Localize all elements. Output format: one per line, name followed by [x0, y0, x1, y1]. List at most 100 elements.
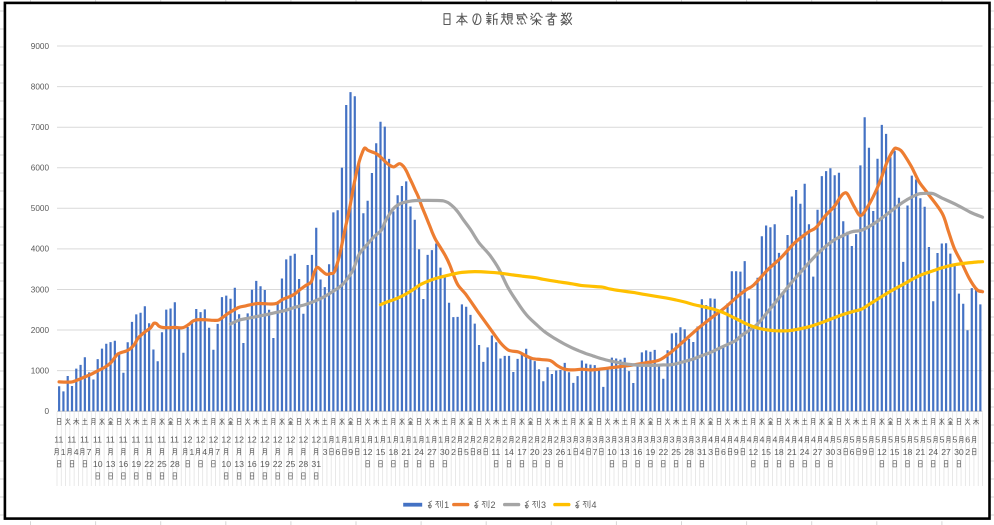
svg-text:4: 4 — [811, 435, 816, 445]
svg-text:3: 3 — [593, 435, 598, 445]
svg-text:24: 24 — [800, 447, 810, 457]
svg-text:9000: 9000 — [31, 42, 50, 51]
svg-text:2: 2 — [477, 435, 482, 445]
svg-text:4: 4 — [74, 447, 79, 457]
svg-text:3: 3 — [541, 500, 546, 510]
svg-text:12: 12 — [234, 435, 244, 445]
svg-text:2: 2 — [451, 435, 456, 445]
svg-text:28: 28 — [170, 459, 180, 469]
svg-text:27: 27 — [941, 447, 951, 457]
svg-text:18: 18 — [903, 447, 913, 457]
svg-text:3: 3 — [618, 435, 623, 445]
svg-text:5: 5 — [888, 435, 893, 445]
svg-text:17: 17 — [517, 447, 527, 457]
svg-text:27: 27 — [813, 447, 823, 457]
svg-text:9: 9 — [862, 447, 867, 457]
svg-text:3: 3 — [580, 435, 585, 445]
svg-text:11: 11 — [119, 435, 128, 445]
svg-text:4: 4 — [798, 435, 803, 445]
svg-text:10: 10 — [607, 447, 617, 457]
svg-text:4: 4 — [708, 435, 713, 445]
svg-text:22: 22 — [659, 447, 669, 457]
svg-text:2: 2 — [503, 435, 508, 445]
svg-text:25: 25 — [671, 447, 681, 457]
svg-text:19: 19 — [646, 447, 656, 457]
svg-text:3: 3 — [708, 447, 713, 457]
svg-text:7000: 7000 — [31, 123, 50, 132]
svg-text:4: 4 — [202, 447, 207, 457]
svg-text:5: 5 — [862, 435, 867, 445]
svg-text:27: 27 — [427, 447, 437, 457]
svg-text:28: 28 — [684, 447, 694, 457]
svg-text:1: 1 — [387, 435, 392, 445]
svg-text:13: 13 — [106, 459, 116, 469]
svg-text:6: 6 — [965, 435, 970, 445]
svg-text:1: 1 — [335, 435, 340, 445]
svg-text:4: 4 — [592, 500, 597, 510]
svg-text:26: 26 — [556, 447, 566, 457]
svg-text:5000: 5000 — [31, 204, 50, 213]
svg-text:1: 1 — [361, 435, 366, 445]
svg-text:4: 4 — [734, 435, 739, 445]
svg-text:12: 12 — [247, 435, 257, 445]
svg-text:15: 15 — [890, 447, 900, 457]
svg-text:3: 3 — [605, 435, 610, 445]
svg-text:12: 12 — [363, 447, 373, 457]
svg-text:16: 16 — [247, 459, 257, 469]
svg-text:2000: 2000 — [31, 326, 50, 335]
svg-text:12: 12 — [260, 435, 270, 445]
svg-text:16: 16 — [633, 447, 643, 457]
svg-text:16: 16 — [119, 459, 129, 469]
svg-text:2: 2 — [541, 435, 546, 445]
svg-text:12: 12 — [209, 435, 219, 445]
svg-text:11: 11 — [491, 447, 500, 457]
svg-text:5: 5 — [901, 435, 906, 445]
svg-text:1: 1 — [567, 447, 572, 457]
svg-text:12: 12 — [311, 435, 321, 445]
svg-text:5: 5 — [875, 435, 880, 445]
svg-text:2: 2 — [491, 500, 496, 510]
svg-text:3: 3 — [323, 447, 328, 457]
svg-text:24: 24 — [414, 447, 424, 457]
svg-text:14: 14 — [504, 447, 514, 457]
svg-text:3: 3 — [670, 435, 675, 445]
svg-text:11: 11 — [170, 435, 179, 445]
svg-text:13: 13 — [620, 447, 630, 457]
svg-text:3: 3 — [695, 435, 700, 445]
svg-text:2: 2 — [451, 447, 456, 457]
svg-text:21: 21 — [916, 447, 926, 457]
svg-text:23: 23 — [543, 447, 553, 457]
svg-text:1: 1 — [413, 435, 418, 445]
svg-text:28: 28 — [299, 459, 309, 469]
svg-text:11: 11 — [80, 435, 89, 445]
svg-text:3: 3 — [683, 435, 688, 445]
svg-text:3: 3 — [644, 435, 649, 445]
svg-text:12: 12 — [286, 435, 296, 445]
svg-text:12: 12 — [273, 435, 283, 445]
svg-text:2: 2 — [965, 447, 970, 457]
svg-text:4: 4 — [721, 435, 726, 445]
svg-text:11: 11 — [157, 435, 166, 445]
svg-text:11: 11 — [131, 435, 140, 445]
svg-text:1: 1 — [189, 447, 194, 457]
svg-text:1: 1 — [400, 435, 405, 445]
svg-text:10: 10 — [93, 459, 103, 469]
svg-text:25: 25 — [286, 459, 296, 469]
svg-text:4000: 4000 — [31, 245, 50, 254]
svg-text:11: 11 — [67, 435, 76, 445]
svg-text:3: 3 — [567, 435, 572, 445]
svg-text:6: 6 — [335, 447, 340, 457]
svg-text:1: 1 — [444, 500, 449, 510]
svg-text:1: 1 — [323, 435, 328, 445]
svg-text:22: 22 — [144, 459, 154, 469]
svg-text:19: 19 — [260, 459, 270, 469]
svg-text:12: 12 — [183, 435, 193, 445]
svg-text:30: 30 — [954, 447, 964, 457]
svg-text:5: 5 — [837, 435, 842, 445]
svg-text:25: 25 — [157, 459, 167, 469]
svg-text:0: 0 — [44, 407, 49, 416]
svg-text:3: 3 — [657, 435, 662, 445]
svg-text:6000: 6000 — [31, 164, 50, 173]
svg-text:5: 5 — [927, 435, 932, 445]
svg-text:5: 5 — [952, 435, 957, 445]
